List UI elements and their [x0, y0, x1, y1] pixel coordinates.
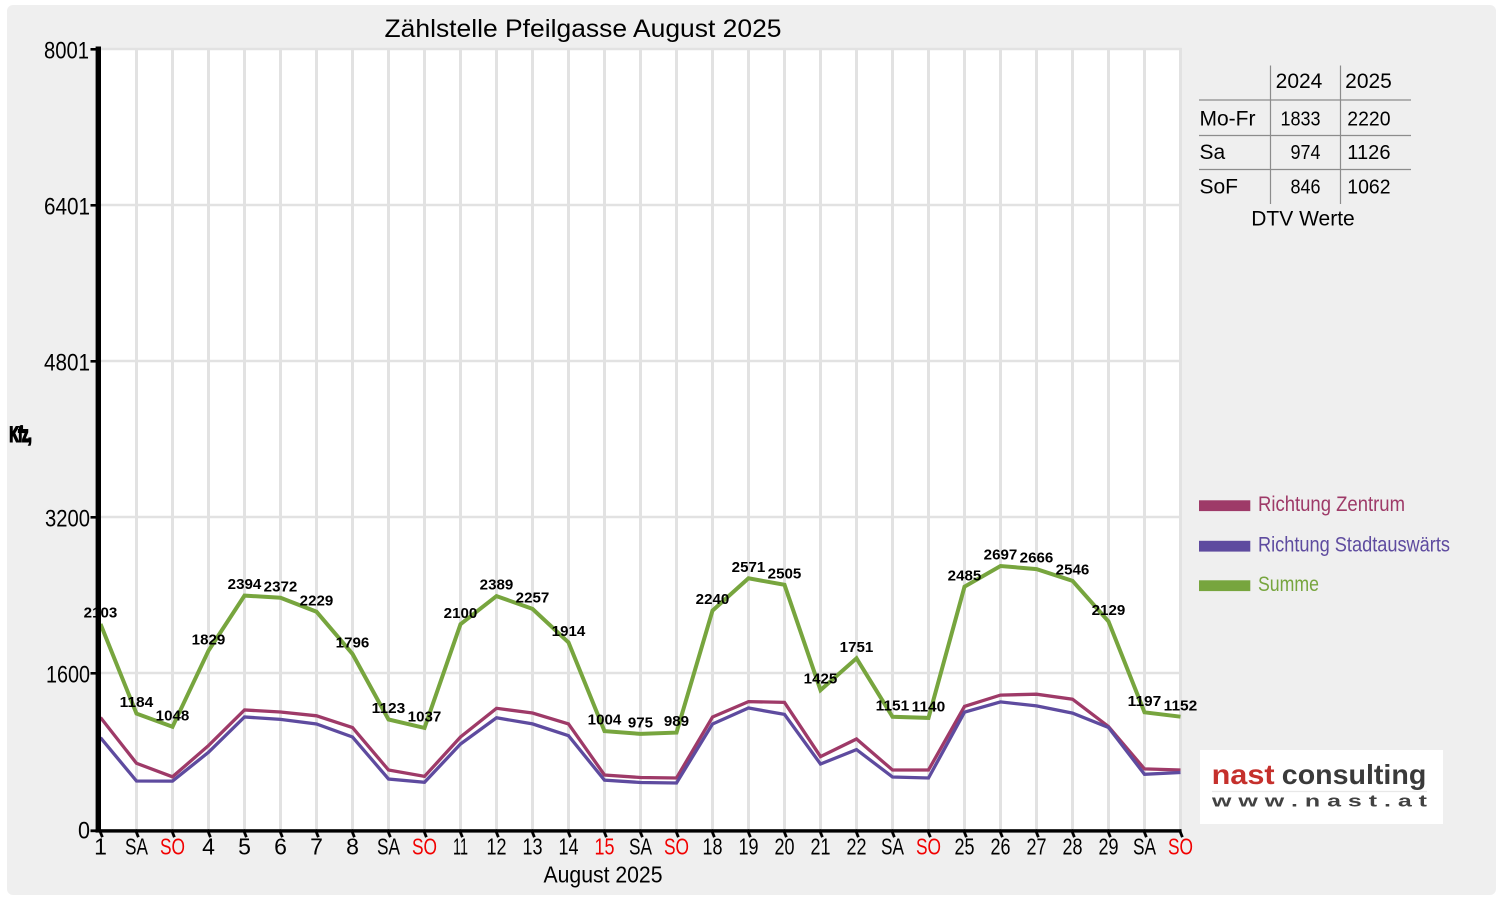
svg-text:2103: 2103 [84, 606, 118, 622]
svg-text:2024: 2024 [1276, 70, 1323, 93]
svg-text:2129: 2129 [1092, 603, 1126, 619]
svg-text:SoF: SoF [1200, 175, 1239, 198]
svg-text:4: 4 [202, 834, 215, 860]
svg-text:2666: 2666 [1020, 551, 1054, 567]
svg-text:4801: 4801 [44, 350, 90, 377]
svg-text:SA: SA [629, 834, 652, 860]
svg-text:14: 14 [559, 834, 579, 860]
svg-text:1829: 1829 [192, 632, 226, 648]
svg-text:DTV Werte: DTV Werte [1251, 208, 1354, 231]
svg-text:15: 15 [595, 834, 615, 860]
svg-text:846: 846 [1291, 176, 1321, 198]
svg-text:2372: 2372 [264, 579, 298, 595]
svg-text:7: 7 [310, 834, 323, 860]
svg-text:21: 21 [811, 834, 831, 860]
svg-text:consulting: consulting [1282, 759, 1427, 790]
svg-text:1: 1 [94, 834, 107, 860]
svg-text:5: 5 [238, 834, 251, 860]
svg-text:8: 8 [346, 834, 359, 860]
svg-text:1037: 1037 [408, 710, 442, 726]
svg-text:1833: 1833 [1281, 109, 1321, 131]
svg-text:2505: 2505 [768, 566, 802, 582]
svg-text:SA: SA [377, 834, 400, 860]
svg-text:13: 13 [523, 834, 543, 860]
svg-text:2100: 2100 [444, 606, 478, 622]
svg-text:SO: SO [412, 834, 437, 860]
svg-text:989: 989 [664, 714, 689, 730]
svg-text:1184: 1184 [120, 695, 154, 711]
svg-text:1151: 1151 [876, 698, 910, 714]
svg-text:1062: 1062 [1347, 176, 1390, 198]
svg-text:SO: SO [1168, 834, 1193, 860]
svg-text:SA: SA [1133, 834, 1156, 860]
svg-text:2394: 2394 [228, 577, 262, 593]
svg-text:975: 975 [628, 716, 653, 732]
svg-text:1425: 1425 [804, 672, 838, 688]
svg-text:2220: 2220 [1347, 109, 1390, 131]
svg-text:SO: SO [664, 834, 689, 860]
svg-text:2229: 2229 [300, 593, 334, 609]
svg-text:1048: 1048 [156, 708, 190, 724]
svg-text:28: 28 [1063, 834, 1083, 860]
svg-text:20: 20 [775, 834, 795, 860]
svg-text:3200: 3200 [45, 506, 90, 533]
svg-text:6: 6 [274, 834, 287, 860]
svg-text:2389: 2389 [480, 578, 514, 594]
svg-text:Summe: Summe [1258, 573, 1319, 596]
svg-text:6401: 6401 [44, 194, 90, 221]
svg-text:1126: 1126 [1347, 142, 1390, 164]
svg-text:2571: 2571 [732, 560, 766, 576]
svg-text:Sa: Sa [1200, 141, 1226, 164]
svg-text:2485: 2485 [948, 568, 982, 584]
svg-text:18: 18 [703, 834, 723, 860]
svg-text:11: 11 [453, 834, 468, 860]
svg-text:Mo-Fr: Mo-Fr [1200, 108, 1256, 131]
svg-text:August 2025: August 2025 [544, 862, 663, 888]
svg-text:1600: 1600 [46, 662, 90, 689]
svg-text:0: 0 [78, 818, 90, 845]
svg-text:SA: SA [125, 834, 148, 860]
svg-text:2697: 2697 [984, 548, 1018, 564]
svg-text:Richtung Stadtauswärts: Richtung Stadtauswärts [1258, 534, 1450, 557]
svg-text:2546: 2546 [1056, 562, 1090, 578]
svg-text:1751: 1751 [840, 640, 874, 656]
svg-text:29: 29 [1099, 834, 1119, 860]
svg-text:Kfz,: Kfz, [10, 422, 32, 446]
svg-text:w w w . n a s t . a t: w w w . n a s t . a t [1211, 792, 1428, 811]
svg-text:Zählstelle Pfeilgasse August 2: Zählstelle Pfeilgasse August 2025 [385, 15, 782, 43]
svg-text:1914: 1914 [552, 624, 586, 640]
svg-text:19: 19 [739, 834, 759, 860]
svg-text:1152: 1152 [1164, 698, 1198, 714]
svg-text:2257: 2257 [516, 591, 550, 607]
svg-text:12: 12 [487, 834, 507, 860]
svg-text:SO: SO [160, 834, 185, 860]
svg-text:2240: 2240 [696, 592, 730, 608]
svg-text:nast: nast [1212, 759, 1275, 790]
svg-text:SA: SA [881, 834, 904, 860]
svg-text:1004: 1004 [588, 713, 622, 729]
svg-text:27: 27 [1027, 834, 1047, 860]
svg-text:2025: 2025 [1345, 70, 1392, 93]
svg-text:SO: SO [916, 834, 941, 860]
svg-text:26: 26 [991, 834, 1011, 860]
svg-text:8001: 8001 [44, 38, 89, 65]
svg-text:1197: 1197 [1128, 694, 1162, 710]
svg-text:22: 22 [847, 834, 867, 860]
svg-text:1123: 1123 [372, 701, 406, 717]
svg-text:25: 25 [955, 834, 975, 860]
svg-text:974: 974 [1291, 142, 1321, 164]
svg-text:1796: 1796 [336, 636, 370, 652]
svg-text:1140: 1140 [912, 700, 946, 716]
svg-text:Richtung Zentrum: Richtung Zentrum [1258, 493, 1405, 516]
